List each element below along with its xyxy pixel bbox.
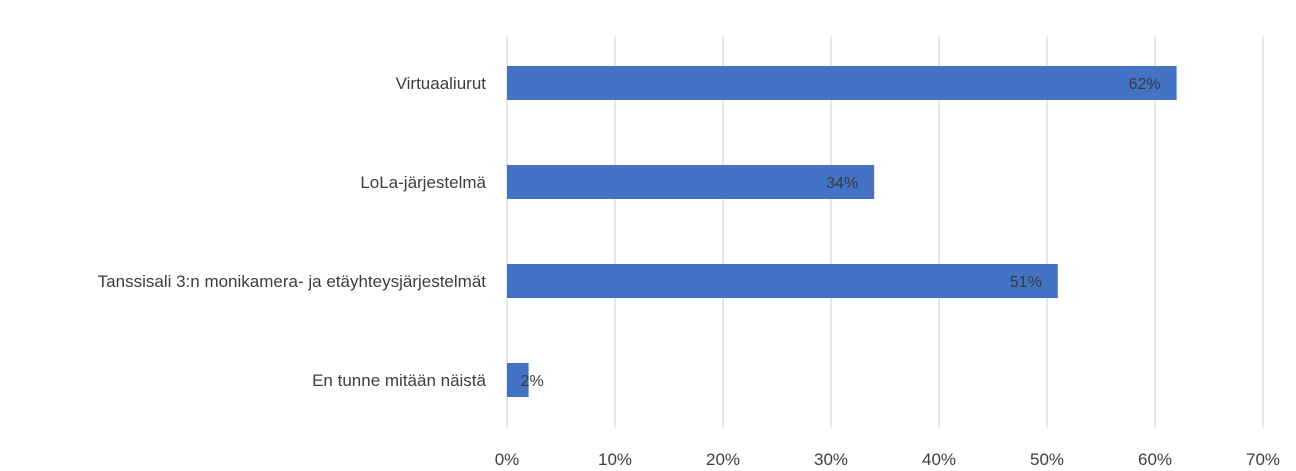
bar: [507, 165, 875, 199]
category-labels: Virtuaaliurut LoLa-järjestelmä Tanssisali …: [98, 74, 487, 390]
x-tick-label: 40%: [922, 450, 956, 469]
gridlines: [506, 36, 1264, 428]
x-tick-label: 10%: [598, 450, 632, 469]
x-tick-label: 50%: [1030, 450, 1064, 469]
bar: [507, 264, 1058, 298]
data-label: 51%: [1010, 274, 1042, 291]
category-label: Tanssisali 3:n monikamera- ja etäyhteysj…: [98, 272, 487, 291]
data-label: 2%: [521, 373, 544, 390]
x-tick-label: 20%: [706, 450, 740, 469]
x-axis-tick-labels: 0% 10% 20% 30% 40% 50% 60% 70%: [495, 450, 1280, 469]
x-tick-label: 70%: [1246, 450, 1280, 469]
data-label: 62%: [1129, 76, 1161, 93]
category-label: Virtuaaliurut: [396, 74, 487, 93]
bars: [507, 66, 1177, 397]
x-tick-label: 30%: [814, 450, 848, 469]
bar: [507, 363, 529, 397]
category-label: En tunne mitään näistä: [312, 371, 486, 390]
data-label: 34%: [826, 175, 858, 192]
bar: [507, 66, 1177, 100]
category-label: LoLa-järjestelmä: [360, 173, 486, 192]
x-tick-label: 60%: [1138, 450, 1172, 469]
data-labels: 62% 34% 51% 2%: [521, 76, 1161, 390]
x-tick-label: 0%: [495, 450, 520, 469]
